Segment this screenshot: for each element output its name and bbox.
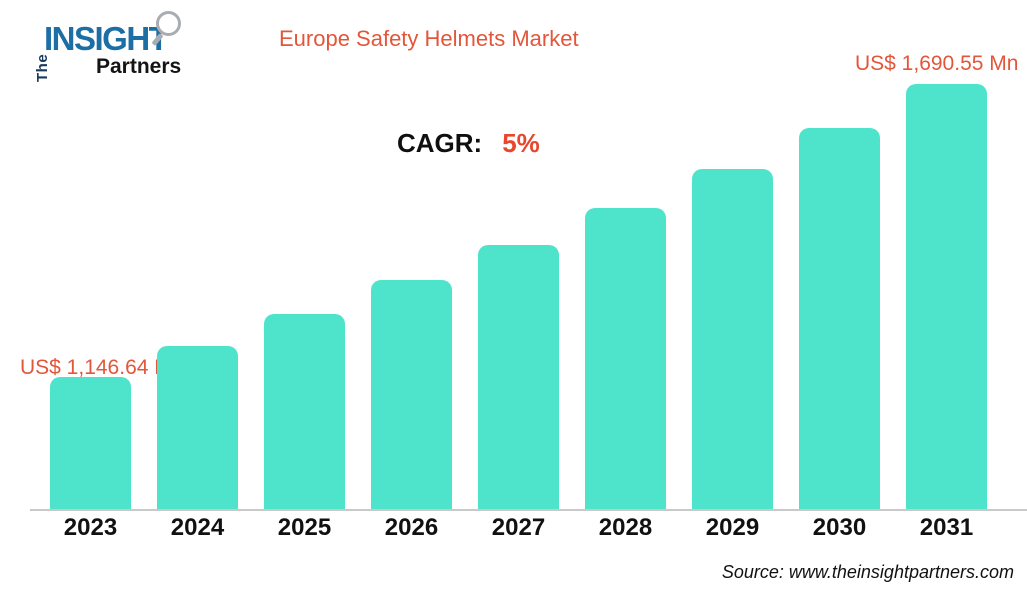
x-tick-2027: 2027 <box>491 514 546 541</box>
x-axis-line <box>30 509 1027 511</box>
logo-the-text: The <box>34 53 51 82</box>
x-tick-2026: 2026 <box>384 514 439 541</box>
bar-2030 <box>799 128 880 510</box>
cagr-value: 5% <box>502 128 540 158</box>
x-tick-2024: 2024 <box>170 514 225 541</box>
logo: The INSIGHT Partners <box>8 6 208 90</box>
bar-2024 <box>157 346 238 510</box>
last-bar-value-label: US$ 1,690.55 Mn <box>855 52 1019 75</box>
bar-2026 <box>371 280 452 510</box>
bar-2031 <box>906 84 987 510</box>
bar-2025 <box>264 314 345 510</box>
bar-2028 <box>585 208 666 510</box>
bar-2023 <box>50 377 131 510</box>
logo-partners-text: Partners <box>96 55 182 78</box>
bar-2029 <box>692 169 773 510</box>
x-tick-2028: 2028 <box>598 514 653 541</box>
first-bar-value-label: US$ 1,146.64 Mn <box>20 356 184 379</box>
x-tick-2029: 2029 <box>705 514 760 541</box>
x-tick-2031: 2031 <box>919 514 974 541</box>
x-tick-2025: 2025 <box>277 514 332 541</box>
cagr-label: CAGR: <box>397 128 483 158</box>
logo-insight-text: INSIGHT <box>44 20 169 57</box>
magnifier-icon <box>156 11 181 36</box>
x-tick-2030: 2030 <box>812 514 867 541</box>
x-axis-labels: 2023 2024 2025 2026 2027 2028 2029 2030 2031 <box>50 514 987 542</box>
cagr-annotation: CAGR: 5% <box>397 128 540 159</box>
chart-title: Europe Safety Helmets Market <box>279 26 579 51</box>
x-tick-2023: 2023 <box>63 514 118 541</box>
bar-2027 <box>478 245 559 510</box>
source-note: Source: www.theinsightpartners.com <box>721 562 1014 582</box>
bars-layer <box>50 79 987 510</box>
